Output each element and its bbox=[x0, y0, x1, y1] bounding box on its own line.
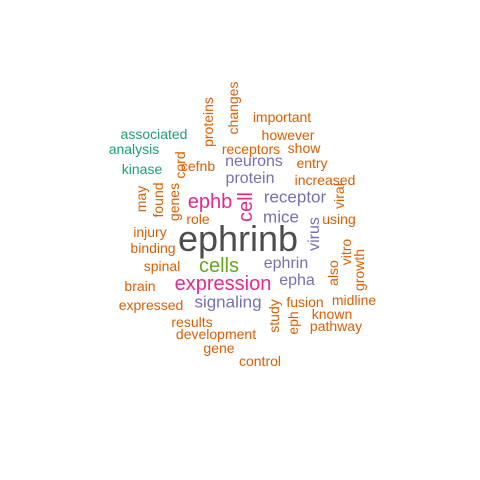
word-using: using bbox=[322, 211, 356, 227]
word-however: however bbox=[261, 127, 315, 143]
word-expressed: expressed bbox=[118, 297, 184, 313]
word-known: known bbox=[311, 306, 353, 322]
word-development: development bbox=[175, 326, 257, 342]
word-viral: viral bbox=[331, 183, 347, 209]
word-signaling: signaling bbox=[194, 292, 262, 312]
word-neurons: neurons bbox=[225, 153, 283, 170]
word-important: important bbox=[252, 109, 312, 125]
word-entry: entry bbox=[296, 155, 328, 171]
word-pathway: pathway bbox=[309, 318, 363, 334]
word-associated: associated bbox=[120, 126, 188, 142]
word-injury: injury bbox=[133, 224, 167, 240]
word-midline: midline bbox=[331, 292, 377, 308]
word-show: show bbox=[287, 140, 321, 156]
word-fusion: fusion bbox=[286, 294, 324, 310]
word-analysis: analysis bbox=[108, 141, 160, 157]
word-gene: gene bbox=[203, 340, 235, 356]
word-protein: protein bbox=[225, 170, 275, 187]
word-expression: expression bbox=[174, 273, 272, 295]
word-found: found bbox=[150, 182, 166, 218]
word-genes: genes bbox=[166, 182, 182, 222]
word-cefnb: cefnb bbox=[180, 158, 216, 174]
word-results: results bbox=[171, 314, 213, 330]
word-binding: binding bbox=[130, 240, 176, 256]
word-ephb: ephb bbox=[187, 191, 233, 213]
word-cell: cell bbox=[235, 191, 257, 223]
word-increased: increased bbox=[294, 172, 356, 188]
word-role: role bbox=[186, 211, 210, 227]
word-receptor: receptor bbox=[263, 187, 327, 207]
word-cord: cord bbox=[172, 151, 188, 179]
word-mice: mice bbox=[263, 207, 299, 227]
word-ephrin: ephrin bbox=[263, 255, 309, 272]
word-study: study bbox=[266, 299, 282, 333]
word-spinal: spinal bbox=[143, 258, 181, 274]
word-also: also bbox=[325, 260, 341, 286]
word-cells: cells bbox=[198, 255, 240, 277]
word-epha: epha bbox=[279, 272, 315, 289]
word-may: may bbox=[133, 185, 149, 213]
word-brain: brain bbox=[124, 278, 156, 294]
word-receptors: receptors bbox=[221, 141, 281, 157]
word-growth: growth bbox=[351, 248, 367, 292]
word-virus: virus bbox=[306, 217, 323, 251]
word-proteins: proteins bbox=[200, 97, 216, 147]
word-control: control bbox=[238, 353, 282, 369]
word-kinase: kinase bbox=[121, 161, 163, 177]
word-changes: changes bbox=[225, 81, 241, 135]
word-eph: eph bbox=[285, 311, 301, 335]
word-ephrinb: ephrinb bbox=[177, 218, 299, 259]
